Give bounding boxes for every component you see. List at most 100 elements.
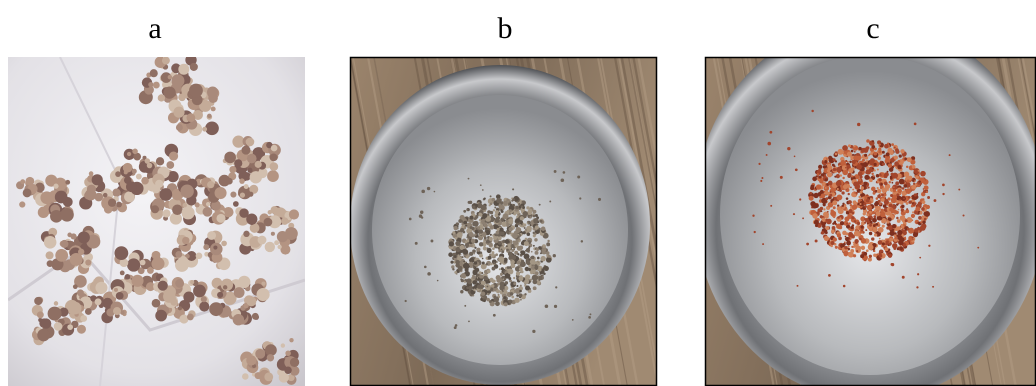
powder	[923, 190, 926, 193]
clump	[54, 322, 63, 331]
powder	[478, 271, 481, 274]
powder	[424, 266, 427, 269]
clump	[250, 171, 262, 183]
clump	[41, 318, 51, 328]
powder	[863, 202, 866, 205]
powder	[857, 123, 860, 126]
powder	[860, 254, 864, 258]
powder	[754, 231, 756, 233]
powder	[887, 189, 889, 191]
powder	[493, 236, 497, 240]
clump	[125, 274, 131, 280]
powder	[868, 186, 870, 188]
powder	[902, 276, 905, 279]
clump	[166, 161, 174, 169]
clump	[80, 315, 87, 322]
powder	[833, 206, 836, 209]
powder	[525, 250, 527, 252]
clump	[85, 308, 92, 315]
powder	[479, 242, 483, 246]
powder	[877, 187, 879, 189]
powder	[816, 175, 818, 177]
powder	[476, 281, 478, 283]
powder	[531, 256, 535, 260]
clump	[247, 154, 257, 164]
powder	[865, 171, 868, 174]
powder	[543, 267, 546, 270]
powder	[471, 239, 475, 243]
powder	[454, 226, 458, 230]
powder	[920, 171, 926, 177]
powder	[845, 236, 847, 238]
powder	[842, 231, 847, 236]
clump	[248, 192, 253, 197]
powder	[489, 242, 493, 246]
powder	[516, 294, 519, 297]
powder	[492, 280, 495, 283]
clump	[203, 244, 209, 250]
powder	[853, 145, 855, 147]
powder	[912, 236, 914, 238]
powder	[515, 218, 520, 223]
powder	[496, 198, 501, 203]
clump	[84, 191, 92, 199]
powder	[526, 226, 532, 232]
powder	[511, 296, 514, 299]
powder	[508, 300, 512, 304]
clump	[171, 74, 184, 87]
powder	[528, 268, 531, 271]
powder	[886, 153, 890, 157]
powder	[903, 198, 905, 200]
powder	[864, 221, 866, 223]
powder	[538, 279, 540, 281]
clump	[19, 201, 25, 207]
powder	[519, 276, 524, 281]
powder	[758, 163, 760, 165]
clump	[44, 236, 57, 249]
clump	[242, 373, 249, 380]
powder	[519, 287, 521, 289]
powder	[906, 166, 908, 168]
powder	[588, 316, 591, 319]
photo-c	[695, 20, 1036, 386]
clump	[78, 249, 84, 255]
clump	[173, 107, 184, 118]
clump	[252, 313, 259, 320]
clump	[113, 307, 121, 315]
powder	[892, 182, 894, 184]
powder	[511, 249, 514, 252]
powder	[516, 285, 518, 287]
powder	[472, 295, 474, 297]
powder	[895, 211, 899, 215]
powder	[427, 272, 431, 276]
powder	[844, 246, 847, 249]
powder	[890, 177, 893, 180]
powder	[904, 158, 907, 161]
powder	[875, 223, 878, 226]
clump	[201, 296, 207, 302]
powder	[825, 187, 827, 189]
powder	[577, 176, 580, 179]
powder	[491, 215, 493, 217]
powder	[501, 248, 503, 250]
powder	[769, 131, 772, 134]
powder	[461, 256, 463, 258]
clump	[239, 178, 244, 183]
powder	[894, 237, 897, 240]
powder	[482, 233, 485, 236]
powder	[850, 226, 853, 229]
powder	[520, 261, 526, 267]
powder	[851, 216, 854, 219]
powder	[448, 252, 453, 257]
powder	[875, 211, 880, 216]
powder	[491, 253, 495, 257]
powder	[821, 231, 824, 234]
powder	[835, 153, 837, 155]
clump	[223, 285, 227, 289]
powder	[908, 196, 911, 199]
powder	[479, 219, 481, 221]
powder	[809, 192, 812, 195]
powder	[852, 204, 858, 210]
powder	[815, 239, 818, 242]
panel-label: c	[866, 12, 879, 45]
